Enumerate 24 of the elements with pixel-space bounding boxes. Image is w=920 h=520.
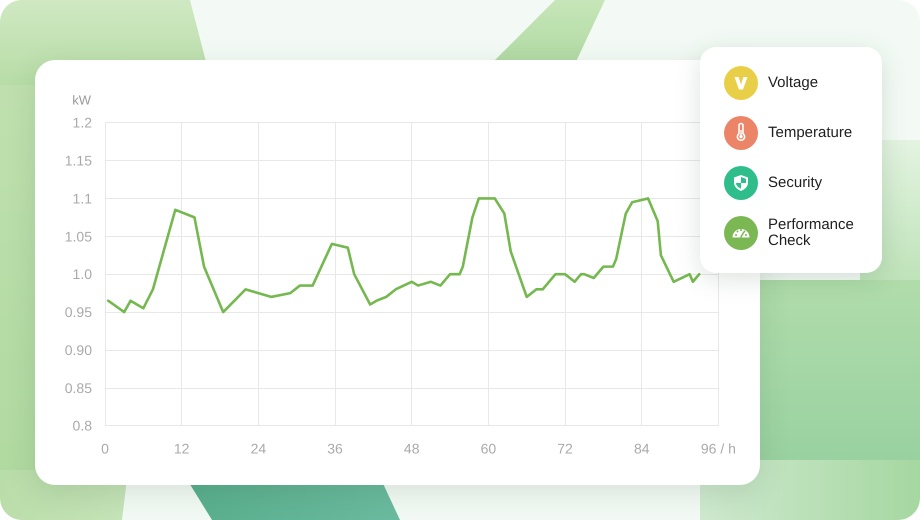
y-tick-label: 1.2 (72, 114, 92, 131)
y-tick-label: 1.15 (64, 152, 92, 169)
x-tick-label: 72 (557, 440, 574, 457)
x-tick-label: 96 / h (700, 440, 736, 457)
y-axis-title: kW (72, 92, 92, 108)
x-tick-label: 36 (327, 440, 344, 457)
x-tick-label: 48 (404, 440, 420, 457)
y-tick-label: 0.85 (64, 380, 92, 396)
x-tick-label: 84 (634, 440, 650, 457)
text: Performance Check (768, 216, 855, 249)
y-tick-label: 0.8 (72, 418, 92, 434)
line-series (106, 197, 701, 314)
text: Voltage (768, 74, 818, 91)
y-tick-label: 0.95 (64, 304, 92, 320)
x-tick-label: 60 (480, 440, 496, 457)
text: Temperature (768, 124, 852, 141)
y-tick-label: 1.0 (72, 266, 92, 282)
x-tick-label: 12 (174, 440, 190, 457)
x-tick-label: 24 (250, 440, 266, 457)
x-tick-label: 0 (101, 440, 110, 457)
y-tick-label: 0.90 (64, 342, 92, 358)
y-tick-label: 1.1 (72, 190, 92, 206)
text: Security (768, 174, 822, 191)
y-tick-label: 1.05 (64, 228, 92, 244)
